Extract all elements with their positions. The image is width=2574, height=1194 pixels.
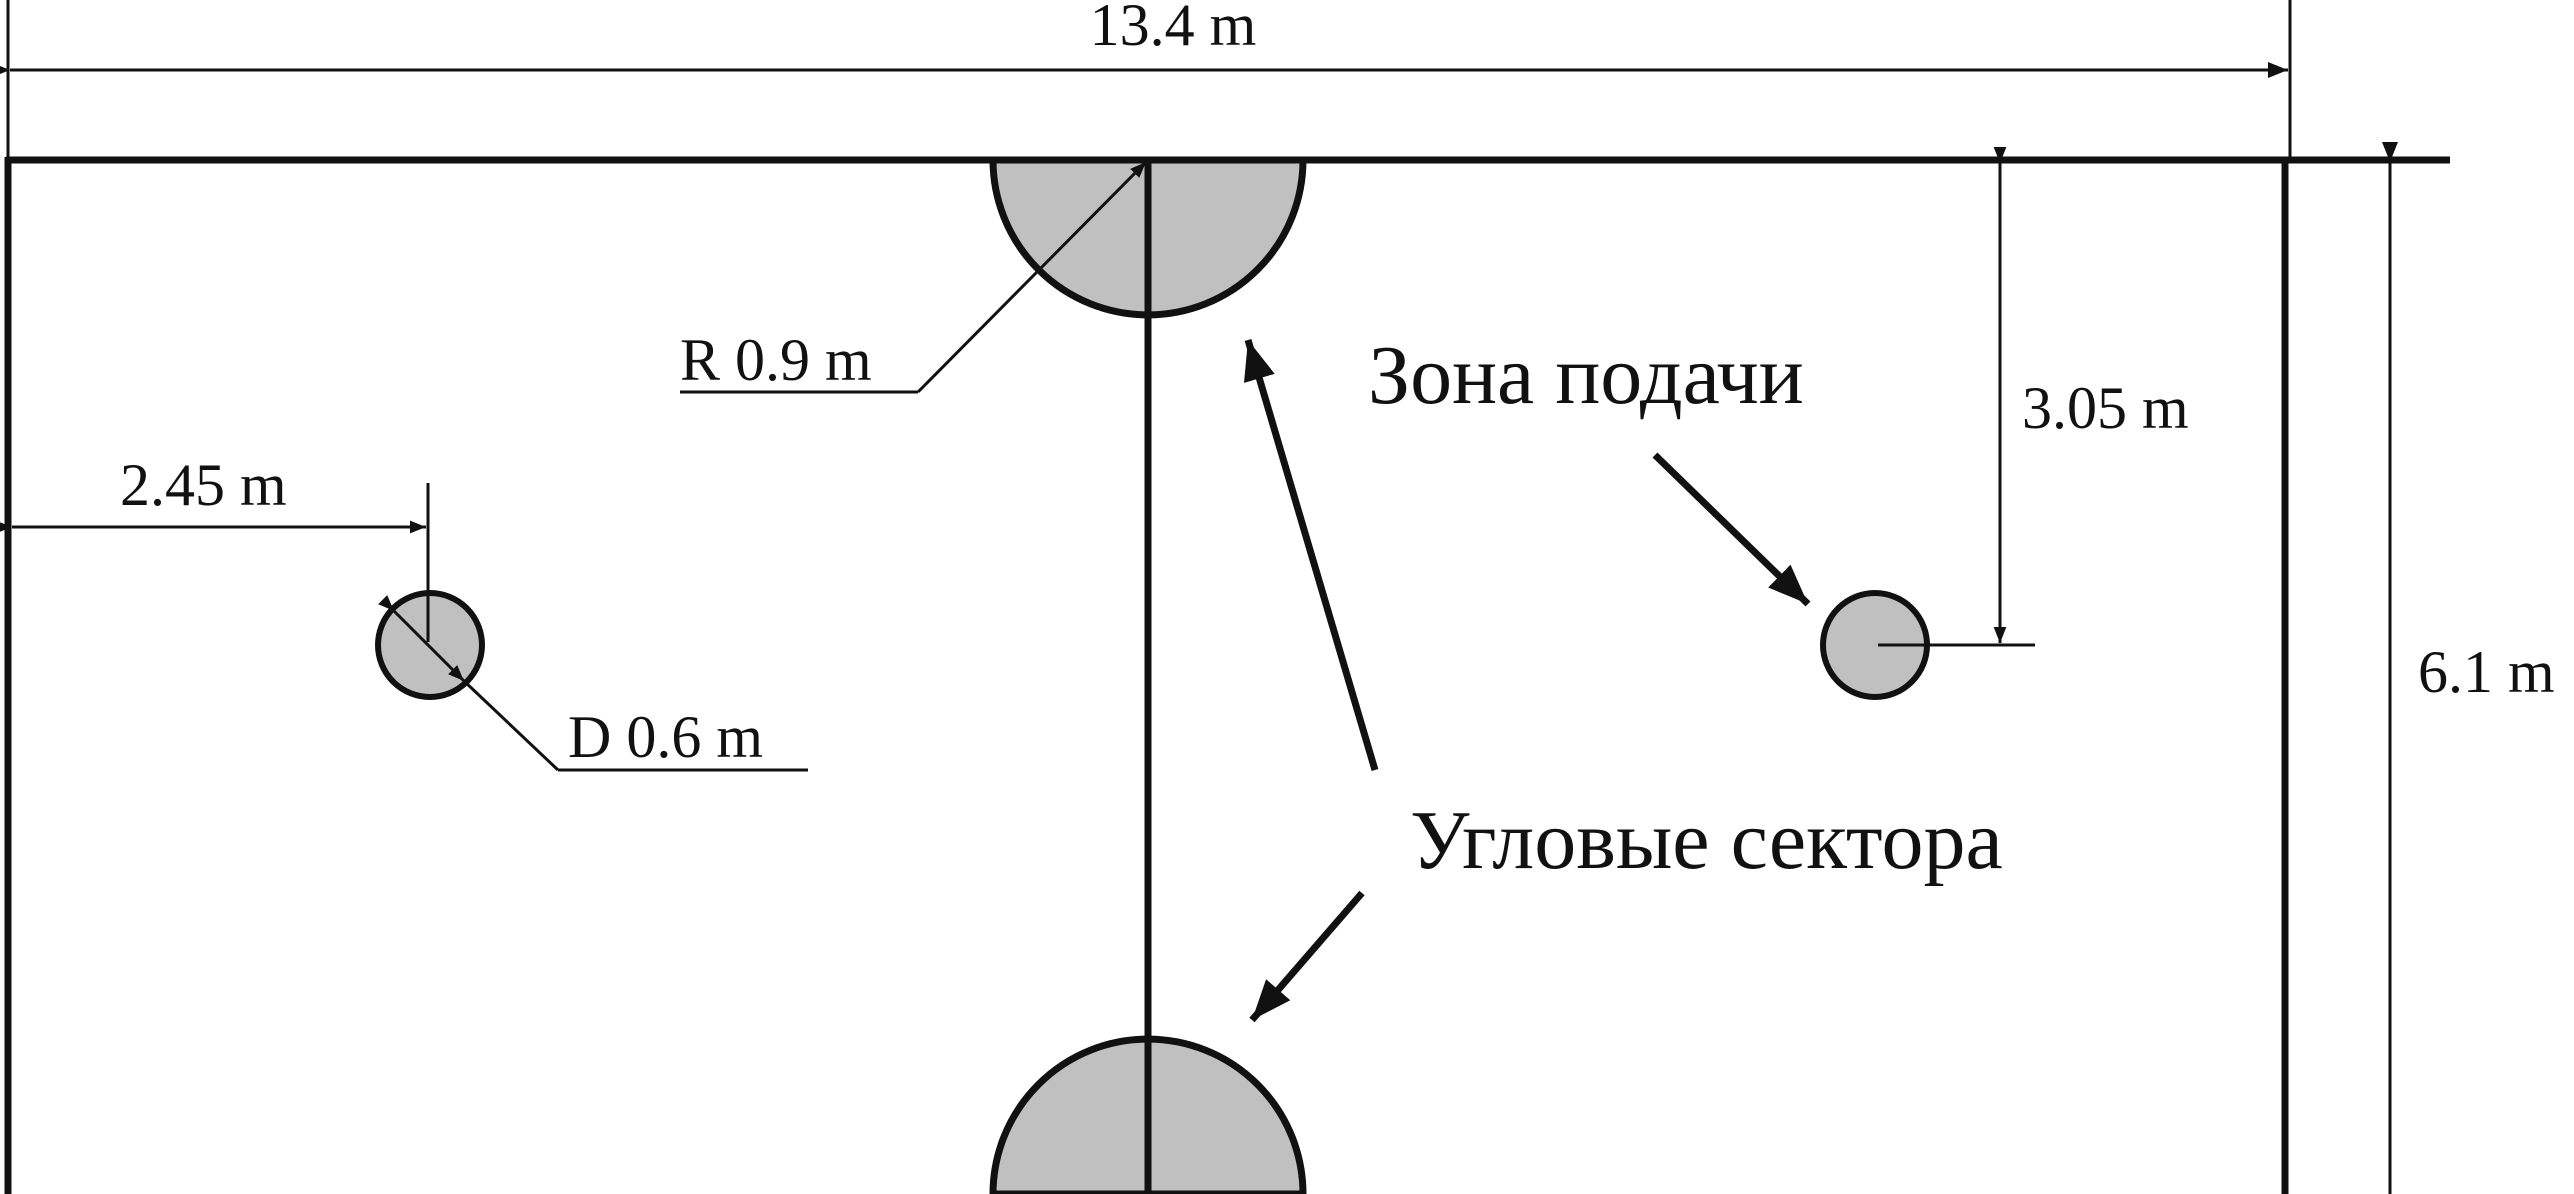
spot-offset-y-label: 3.05 m	[2022, 375, 2189, 441]
serve-zone-label: Зона подачи	[1368, 329, 1804, 422]
width-dimension	[0, 0, 2292, 158]
spot-offset-y-dimension	[1878, 147, 2035, 647]
height-label: 6.1 m	[2418, 639, 2555, 705]
corner-sector-bottom	[989, 1035, 1307, 1194]
serve-zone-arrow	[1652, 452, 1811, 607]
radius-leader	[680, 160, 1148, 394]
corner-sector-top	[989, 156, 1307, 319]
corner-sector-arrow-top	[1243, 339, 1379, 771]
corner-sector-arrow-bottom	[1249, 890, 1365, 1023]
diameter-leader	[378, 595, 808, 772]
diameter-label: D 0.6 m	[568, 704, 763, 770]
court-outline	[4, 156, 2450, 1194]
spot-offset-x-label: 2.45 m	[120, 452, 287, 518]
corner-sectors-label: Угловые сектора	[1410, 794, 2003, 887]
radius-label: R 0.9 m	[680, 327, 872, 393]
width-label: 13.4 m	[1090, 0, 1257, 58]
